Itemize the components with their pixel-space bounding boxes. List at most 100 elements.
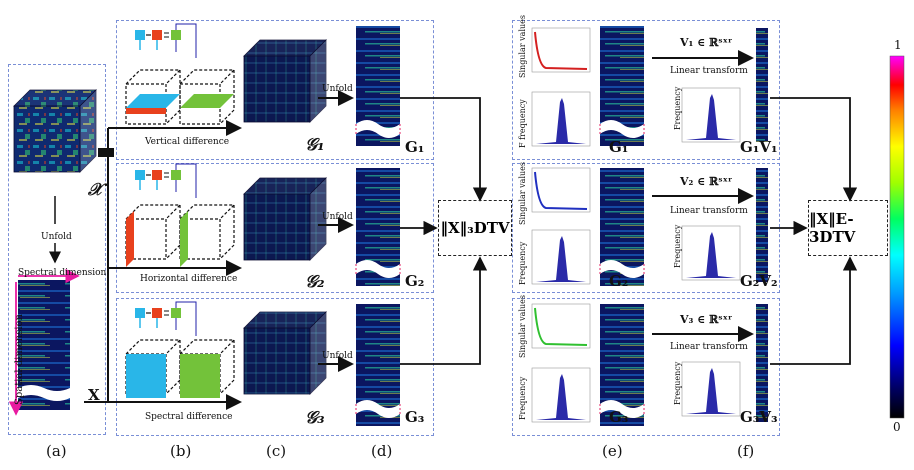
diff-glyph-1-link-b (175, 23, 197, 58)
v1-definition: V₁ ∈ ℝˢˣʳ (680, 36, 733, 49)
diff-glyph-3-link-a (139, 318, 158, 328)
diff-glyph-1-red (152, 30, 162, 40)
diff-glyph-2-cyan (135, 170, 145, 180)
e-matrix-g2-tear (600, 260, 644, 278)
frequency-label-2: Frequency (518, 241, 527, 285)
unfold-label-3: Unfold (322, 351, 353, 361)
unfold-label-2: Unfold (322, 212, 353, 222)
hist-plot-3-hist (536, 374, 586, 420)
linear-transform-label-2: Linear transform (670, 206, 748, 216)
hist-plot-1-hist (536, 98, 586, 144)
slab-2-green (180, 211, 188, 267)
matrix-g1-label: G₁ (405, 138, 425, 156)
e-matrix-g3-tear (600, 400, 644, 418)
matrix-g3-label: G₃ (405, 408, 425, 426)
panel-bcd-bot-box (116, 298, 434, 436)
frequency-label-f2: Frequency (673, 224, 682, 268)
diff-glyph-3-red (152, 308, 162, 318)
diff-glyph-3-link-b (175, 301, 197, 336)
caption-e: (e) (602, 442, 623, 460)
singular-values-label-1: Singular values (518, 15, 527, 78)
unfold-label-1: Unfold (322, 84, 353, 94)
sv-plot-1-frame (531, 27, 591, 73)
g3v3-label: G₃V₃ (740, 408, 778, 426)
tensor-g2-label: 𝒢₂ (305, 272, 325, 292)
diff-cube-1b-top (179, 69, 236, 85)
diff-cube-3b-top (179, 339, 236, 355)
diff-glyph-1-cyan (135, 30, 145, 40)
slab-3-green (180, 354, 220, 398)
horizontal-difference-label: Horizontal difference (140, 274, 238, 284)
spectral-dimension-label: Spectral dimension (18, 268, 107, 278)
linear-transform-label-1: Linear transform (670, 66, 748, 76)
link-g3-3dtv (400, 256, 488, 365)
cube-x-front (13, 105, 81, 173)
f-hist-2-hist (686, 232, 736, 278)
sv-plot-2-frame (531, 167, 591, 213)
norm-e3dtv-box: ‖𝐗‖E-3DTV (808, 200, 888, 256)
panel-a-box (8, 64, 106, 435)
diff-cube-2b-top (179, 204, 236, 220)
singular-values-label-2: Singular values (518, 162, 527, 225)
diff-cube-2a-top (125, 204, 182, 220)
slab-2-red (126, 211, 134, 267)
link-g1-3dtv (400, 97, 488, 202)
caption-a: (a) (46, 442, 67, 460)
slab-1-red (126, 108, 166, 114)
e-g3-label: G₃ (609, 408, 629, 426)
caption-c: (c) (266, 442, 287, 460)
singular-values-label-3: Singular values (518, 295, 527, 358)
diff-cube-3a-top (125, 339, 182, 355)
diff-cube-3b-side (219, 340, 235, 395)
diff-cube-1b-side (219, 70, 235, 125)
frequency-label-3: Frequency (518, 376, 527, 420)
caption-f: (f) (737, 442, 755, 460)
e-g2-label: G₂ (609, 272, 629, 290)
f-frequency-label-1: F frequency (518, 99, 527, 148)
diff-glyph-3-cyan (135, 308, 145, 318)
diff-glyph-2-green (171, 170, 181, 180)
norm-e3dtv-label: ‖𝐗‖E-3DTV (809, 210, 856, 246)
sv-plot-3-frame (531, 303, 591, 349)
diff-cube-1a-side (165, 70, 181, 125)
tensor-x-label: 𝒳 (88, 180, 103, 200)
slab-1-green (180, 94, 234, 108)
cube-g2-front (243, 193, 311, 261)
colorbar (889, 55, 905, 419)
linear-transform-label-3: Linear transform (670, 342, 748, 352)
x-connector (98, 148, 114, 157)
colorbar-min-label: 0 (893, 420, 901, 434)
slab-1-cyan (126, 94, 180, 108)
e-matrix-g1-tear (600, 120, 644, 138)
hist-plot-2-hist (536, 236, 586, 282)
unfold-label-left: Unfold (41, 232, 72, 242)
cube-g3-front (243, 327, 311, 395)
sv-plot-3-curve (534, 307, 588, 346)
link-g1v1-e3dtv (770, 97, 858, 202)
spatial-dimension-label: Spatial dimension (14, 313, 25, 405)
g1v1-label: G₁V₁ (740, 138, 778, 156)
v3-definition: V₃ ∈ ℝˢˣʳ (680, 313, 733, 326)
strip-g1v1 (756, 28, 768, 142)
matrix-g2-label: G₂ (405, 272, 425, 290)
matrix-g3-tear (356, 400, 400, 418)
strip-g3v3 (756, 304, 768, 422)
f-hist-3-hist (686, 368, 736, 414)
slab-3-cyan (126, 354, 166, 398)
matrix-g2-tear (356, 260, 400, 278)
matrix-g1-tear (356, 120, 400, 138)
matrix-x-tear (18, 385, 70, 401)
norm-3dtv-label: ‖𝐗‖₃DTV (440, 219, 510, 237)
panel-ef-top-box (512, 20, 780, 160)
diff-cube-2a-side (165, 205, 181, 260)
matrix-x-label: X (88, 386, 100, 404)
diff-cube-2b-side (219, 205, 235, 260)
diff-glyph-2-link-b (175, 163, 197, 198)
caption-b: (b) (170, 442, 192, 460)
caption-d: (d) (371, 442, 393, 460)
v2-definition: V₂ ∈ ℝˢˣʳ (680, 175, 733, 188)
cube-g1-front (243, 55, 311, 123)
g2v2-label: G₂V₂ (740, 272, 778, 290)
